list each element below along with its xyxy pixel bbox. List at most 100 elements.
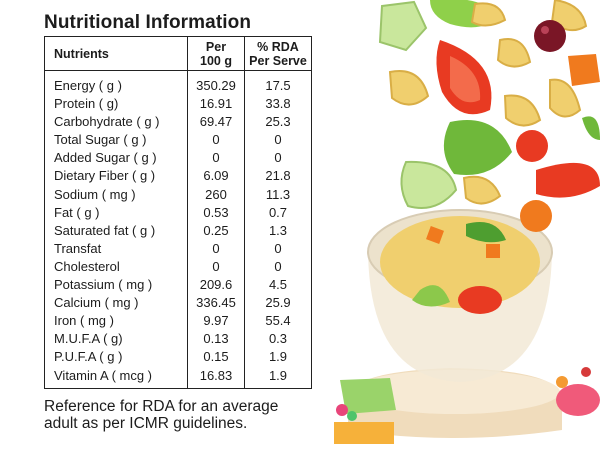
- bowl-lettuce: [412, 285, 450, 307]
- table-header-row: Nutrients Per 100 g % RDA Per Serve: [44, 36, 312, 71]
- nutrient-row: Dietary Fiber ( g ) 6.09 21.8: [45, 167, 312, 186]
- nutrient-row: P.U.F.A ( g ) 0.15 1.9: [45, 348, 312, 367]
- tomato-slice-top-inner: [450, 56, 481, 103]
- cucumber-middle: [400, 160, 458, 209]
- rda-value: 17.5: [244, 70, 312, 96]
- lettuce-middle: [443, 120, 512, 176]
- per-100g-header: Per 100 g: [187, 36, 245, 71]
- nutrient-row: Sodium ( mg ) 260 11.3: [45, 185, 312, 204]
- rda-reference-note: Reference for RDA for an average adult a…: [44, 398, 278, 432]
- nutrient-row: Potassium ( mg ) 209.6 4.5: [45, 276, 312, 295]
- per-100g-value: 9.97: [187, 312, 245, 331]
- rda-value: 0: [244, 149, 312, 168]
- nutrient-row: Saturated fat ( g ) 0.25 1.3: [45, 221, 312, 240]
- rda-value: 25.9: [244, 294, 312, 313]
- page-title: Nutritional Information: [44, 12, 252, 33]
- rda-value: 25.3: [244, 113, 312, 132]
- bead-pink: [336, 404, 348, 416]
- olive-highlight: [541, 26, 549, 34]
- per-100g-value: 0.13: [187, 330, 245, 349]
- rda-value: 55.4: [244, 312, 312, 331]
- pasta-right-top: [496, 38, 532, 68]
- nutrients-header: Nutrients: [44, 36, 188, 71]
- nutrient-row: Total Sugar ( g ) 0 0: [45, 131, 312, 150]
- nutrient-name: Vitamin A ( mcg ): [54, 367, 153, 383]
- bowl-tomato: [458, 286, 502, 314]
- nutrient-row: Iron ( mg ) 9.97 55.4: [45, 312, 312, 331]
- note-line-2: adult as per ICMR guidelines.: [44, 415, 248, 432]
- nutrient-row: Calcium ( mg ) 336.45 25.9: [45, 294, 312, 313]
- bead-red: [581, 367, 591, 377]
- bowl-leaf: [466, 222, 506, 243]
- rda-value: 1.3: [244, 221, 312, 240]
- cucumber-top: [378, 0, 428, 52]
- orange-podium-side: [334, 422, 394, 444]
- per-100g-value: 16.91: [187, 95, 245, 114]
- pasta-middle: [462, 175, 502, 205]
- per-100g-value: 16.83: [187, 366, 245, 389]
- nutrient-name: Carbohydrate ( g ): [54, 114, 160, 130]
- rda-value: 0: [244, 257, 312, 277]
- pasta-right: [549, 78, 582, 118]
- per-100g-value: 0: [187, 257, 245, 277]
- nutrient-name: Added Sugar ( g ): [54, 150, 157, 166]
- rda-header-line1: % RDA: [257, 39, 299, 54]
- pasta-top: [470, 2, 507, 27]
- per-100g-value: 6.09: [187, 167, 245, 186]
- bowl-carrot: [426, 226, 444, 244]
- nutrient-name: Sodium ( mg ): [54, 186, 136, 202]
- per-100g-value: 209.6: [187, 276, 245, 295]
- nutrition-table: Nutrients Per 100 g % RDA Per Serve Energy…: [44, 36, 312, 389]
- rda-value: 4.5: [244, 276, 312, 295]
- nutrient-name: Protein ( g): [54, 96, 119, 112]
- rda-value: 0.7: [244, 203, 312, 222]
- per-100g-value: 336.45: [187, 294, 245, 313]
- cherry-tomato: [516, 130, 548, 162]
- nutrient-row: Protein ( g) 16.91 33.8: [45, 95, 312, 114]
- per-header-line1: Per: [205, 39, 227, 54]
- rda-value: 11.3: [244, 185, 312, 204]
- nutrient-name: M.U.F.A ( g): [54, 331, 123, 347]
- nutrient-row: Vitamin A ( mcg ) 16.83 1.9: [45, 366, 312, 389]
- green-podium: [340, 378, 396, 414]
- nutrient-name: Dietary Fiber ( g ): [54, 168, 156, 184]
- nutrient-name: Potassium ( mg ): [54, 277, 153, 293]
- per-header-line2: 100 g: [200, 53, 232, 68]
- per-100g-value: 0: [187, 149, 245, 168]
- nutrient-row: M.U.F.A ( g) 0.13 0.3: [45, 330, 312, 349]
- nutrient-row: Carbohydrate ( g ) 69.47 25.3: [45, 113, 312, 132]
- nutrient-name: Total Sugar ( g ): [54, 132, 147, 148]
- nutrient-name: Cholesterol: [54, 258, 120, 274]
- rda-value: 0: [244, 131, 312, 150]
- nutrient-row: Fat ( g ) 0.53 0.7: [45, 203, 312, 222]
- nutrient-name: Iron ( mg ): [54, 313, 114, 329]
- rda-value: 1.9: [244, 366, 312, 389]
- nutrient-name: Calcium ( mg ): [54, 295, 139, 311]
- rda-header: % RDA Per Serve: [244, 36, 312, 71]
- olive-top: [534, 20, 566, 52]
- nutrient-row: Added Sugar ( g ) 0 0: [45, 149, 312, 168]
- podium-top: [350, 370, 560, 414]
- per-100g-value: 0.15: [187, 348, 245, 367]
- nutrient-name: Transfat: [54, 240, 102, 256]
- nutrition-rows: Energy ( g ) 350.29 17.5 Protein ( g) 16.91 3…: [45, 70, 312, 389]
- rda-value: 0.3: [244, 330, 312, 349]
- pasta-center: [503, 94, 542, 127]
- nutrient-name: Energy ( g ): [54, 78, 122, 93]
- bead-green: [347, 411, 357, 421]
- note-line-1: Reference for RDA for an average: [44, 398, 279, 415]
- nutrient-row: Energy ( g ) 350.29 17.5: [45, 70, 312, 96]
- rda-value: 1.9: [244, 348, 312, 367]
- pasta-left: [388, 70, 430, 106]
- nutrient-name: P.U.F.A ( g ): [54, 349, 123, 365]
- carrot-right: [568, 54, 600, 86]
- lettuce-right: [582, 116, 600, 140]
- rda-header-line2: Per Serve: [249, 53, 307, 68]
- pasta-salad-illustration: [334, 0, 600, 444]
- per-100g-value: 0.53: [187, 203, 245, 222]
- per-100g-value: 0: [187, 239, 245, 258]
- nutrient-row: Cholesterol 0 0: [45, 257, 312, 277]
- nutrient-name: Saturated fat ( g ): [54, 222, 156, 238]
- per-100g-value: 260: [187, 185, 245, 204]
- rda-value: 0: [244, 239, 312, 258]
